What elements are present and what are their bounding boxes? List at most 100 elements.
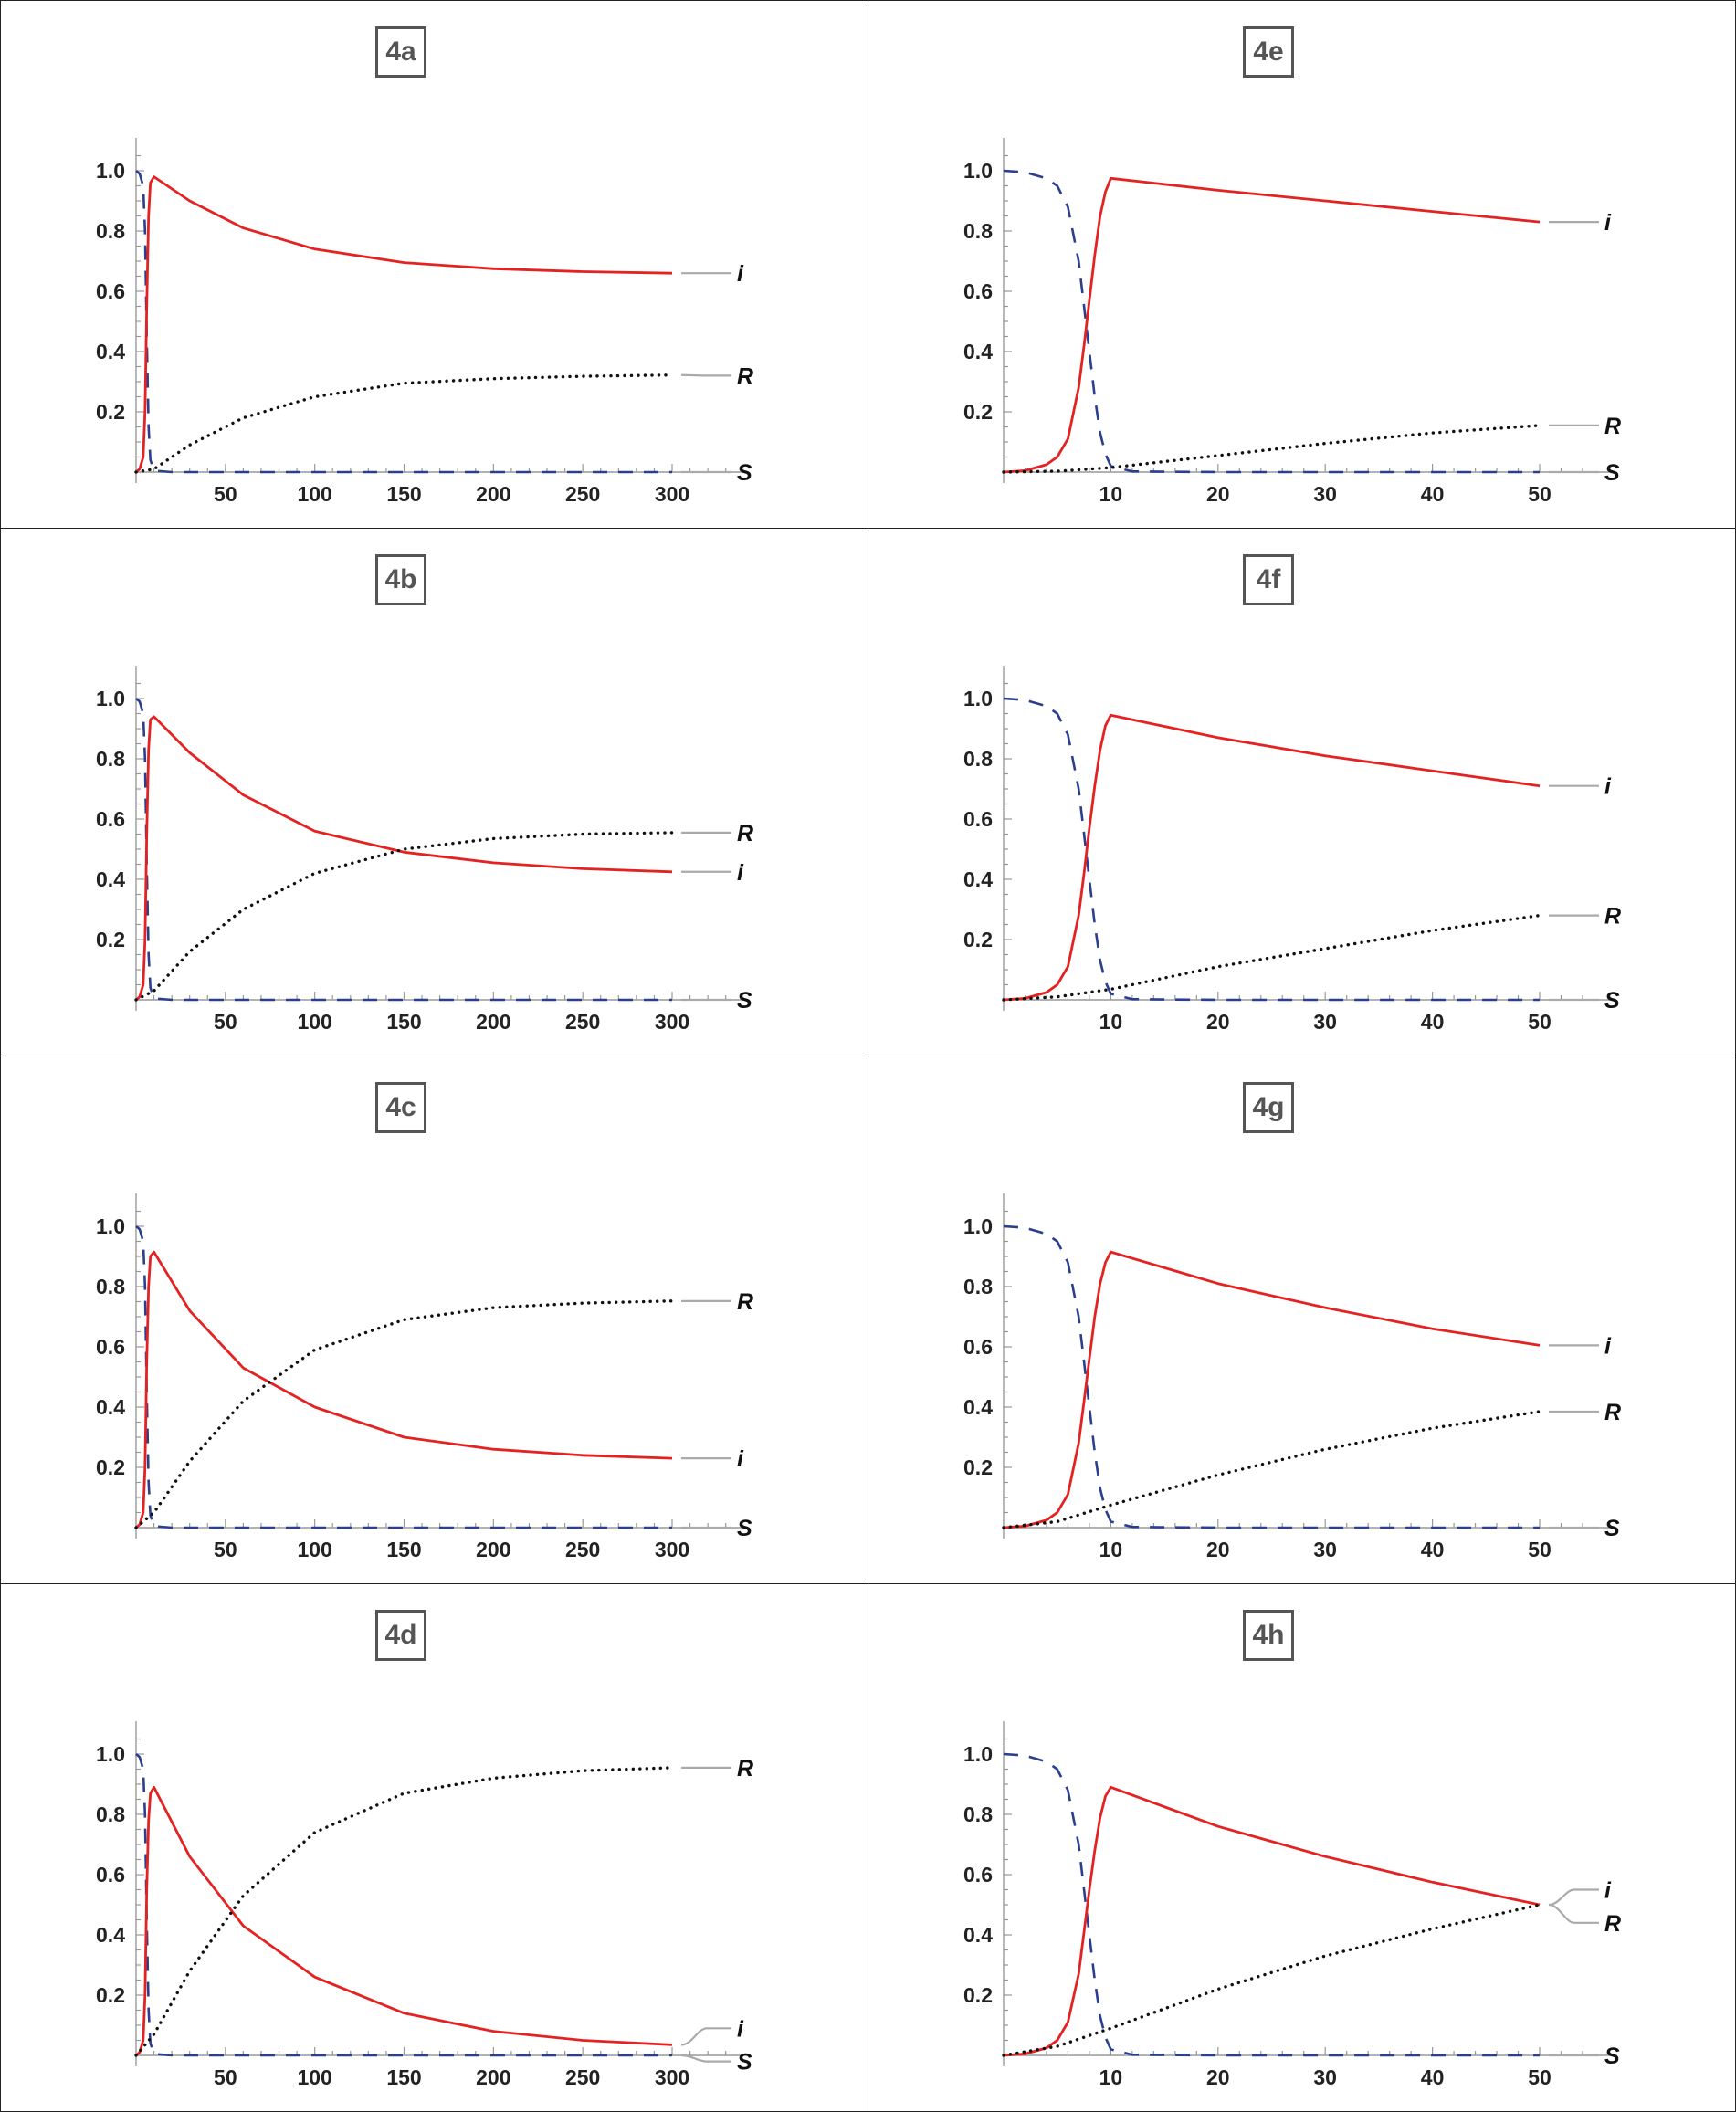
series-i-line [135,715,673,1002]
y-tick-label: 0.8 [963,219,993,243]
x-tick-label: 40 [1421,2065,1445,2089]
series-label-i: i [737,860,744,886]
y-tick-label: 0.8 [96,747,125,771]
panel-label: 4h [1243,1610,1294,1661]
y-tick-label: 1.0 [96,1742,125,1766]
y-tick-label: 0.6 [96,807,125,831]
x-tick-label: 40 [1421,1538,1445,1561]
y-tick-label: 0.6 [963,279,993,303]
y-tick-label: 0.8 [963,1802,993,1826]
label-leader [680,373,731,377]
series-label-S: S [1604,988,1620,1014]
series-label-i: i [737,261,744,287]
y-tick-label: 0.2 [963,928,993,951]
y-tick-label: 0.2 [963,1455,993,1479]
x-tick-label: 200 [476,2065,510,2089]
y-tick-label: 1.0 [96,1214,125,1238]
series-S-line [135,170,672,474]
y-tick-label: 0.2 [96,1983,125,2007]
panel-label: 4c [375,1082,426,1133]
y-tick-label: 0.2 [96,1455,125,1479]
x-tick-label: 200 [476,482,510,506]
x-tick-label: 20 [1206,1538,1230,1561]
x-tick-label: 300 [655,1010,689,1034]
y-tick-label: 0.8 [96,1275,125,1298]
y-tick-label: 0.4 [96,867,125,891]
x-tick-label: 100 [297,2065,331,2089]
x-tick-label: 10 [1099,1010,1123,1034]
series-S-line [1003,1224,1540,1529]
series-S-line [135,1225,672,1529]
y-tick-label: 1.0 [963,687,993,710]
series-i-line [135,1250,673,1529]
x-tick-label: 10 [1099,2065,1123,2089]
y-tick-label: 0.2 [963,1983,993,2007]
x-tick-label: 50 [214,1010,237,1034]
series-label-R: R [737,1756,753,1781]
series-label-S: S [737,460,752,486]
label-leader [680,2027,731,2046]
series-label-R: R [737,821,753,846]
x-tick-label: 300 [655,2065,689,2089]
x-tick-label: 300 [655,1538,689,1561]
x-tick-label: 30 [1313,1538,1337,1561]
series-R-line [134,831,674,1002]
x-tick-label: 30 [1313,2065,1337,2089]
series-label-S: S [1604,2044,1620,2069]
panel-label: 4f [1243,554,1294,605]
y-tick-label: 0.4 [963,340,993,363]
series-label-i: i [1604,1878,1612,1904]
series-label-S: S [737,2050,752,2075]
series-S-line [1003,1752,1540,2057]
y-tick-label: 0.6 [96,279,125,303]
x-tick-label: 20 [1206,2065,1230,2089]
panel-label: 4a [375,26,426,78]
series-label-R: R [1604,1911,1621,1937]
x-tick-label: 100 [297,482,331,506]
series-i-line [135,175,673,474]
series-label-i: i [1604,774,1612,800]
y-tick-label: 1.0 [963,1214,993,1238]
series-label-R: R [737,1289,753,1315]
x-tick-label: 50 [1528,1010,1552,1034]
x-tick-label: 150 [386,1538,421,1561]
series-S-line [135,698,672,1002]
plot-svg: 50 100 150 200 250 300 0.2 0.4 0.6 0.8 1.0 S Ri [96,138,753,506]
y-tick-label: 1.0 [963,1742,993,1766]
series-i-line [135,1785,673,2057]
y-tick-label: 1.0 [96,687,125,710]
x-tick-label: 250 [565,1010,600,1034]
y-tick-label: 0.6 [96,1863,125,1886]
x-tick-label: 100 [297,1010,331,1034]
x-tick-label: 10 [1099,482,1123,506]
y-tick-label: 0.2 [96,928,125,951]
series-label-R: R [1604,904,1621,930]
panel-label: 4g [1243,1082,1294,1133]
series-R-line [134,1766,674,2057]
series-R-line [134,1299,674,1529]
series-i-line [1003,1250,1541,1529]
series-R-line [1002,424,1541,474]
x-tick-label: 150 [386,2065,421,2089]
x-tick-label: 40 [1421,1010,1445,1034]
y-tick-label: 0.2 [96,400,125,424]
x-tick-label: 150 [386,482,421,506]
series-R-line [1002,1410,1541,1529]
y-tick-label: 1.0 [963,159,993,183]
y-tick-label: 0.6 [963,807,993,831]
series-i-line [1003,713,1541,1002]
x-tick-label: 250 [565,482,600,506]
series-label-R: R [737,363,753,389]
x-tick-label: 250 [565,1538,600,1561]
